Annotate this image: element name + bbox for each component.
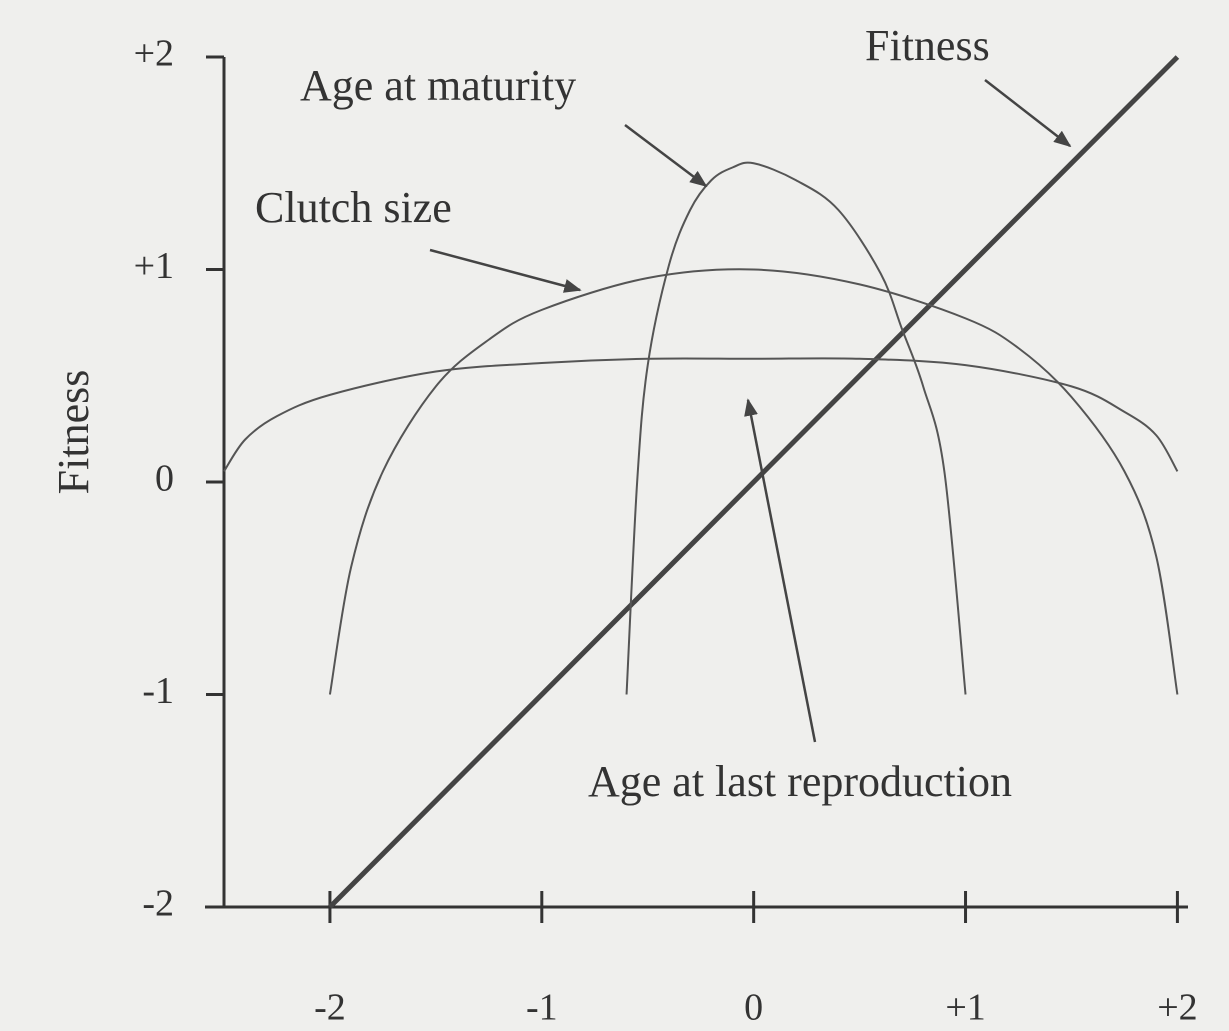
y-axis-label: Fitness [49,370,98,495]
y-tick-label: +2 [134,33,174,75]
y-tick-label: -1 [142,670,174,712]
x-tick-label: -2 [314,987,346,1029]
series-annotation: Clutch size [255,183,452,232]
y-tick-label: +1 [134,245,174,287]
x-tick-label: +2 [1157,987,1197,1029]
x-tick-label: 0 [744,987,763,1029]
series-line [625,161,967,695]
y-tick-label: -2 [142,883,174,925]
x-tick-label: -1 [526,987,558,1029]
series-annotation: Fitness [865,21,990,70]
annotation-arrow [429,248,582,293]
series-annotation: Age at maturity [300,61,576,110]
series-line [328,268,1179,695]
x-tick-label: +1 [945,987,985,1029]
annotation-arrow [984,79,1072,148]
series-annotation: Age at last reproduction [588,757,1012,806]
annotation-arrow [744,398,817,743]
series-line [328,55,1180,909]
y-tick-label: 0 [155,458,174,500]
annotation-arrow [624,124,708,188]
series-line [223,357,1179,472]
